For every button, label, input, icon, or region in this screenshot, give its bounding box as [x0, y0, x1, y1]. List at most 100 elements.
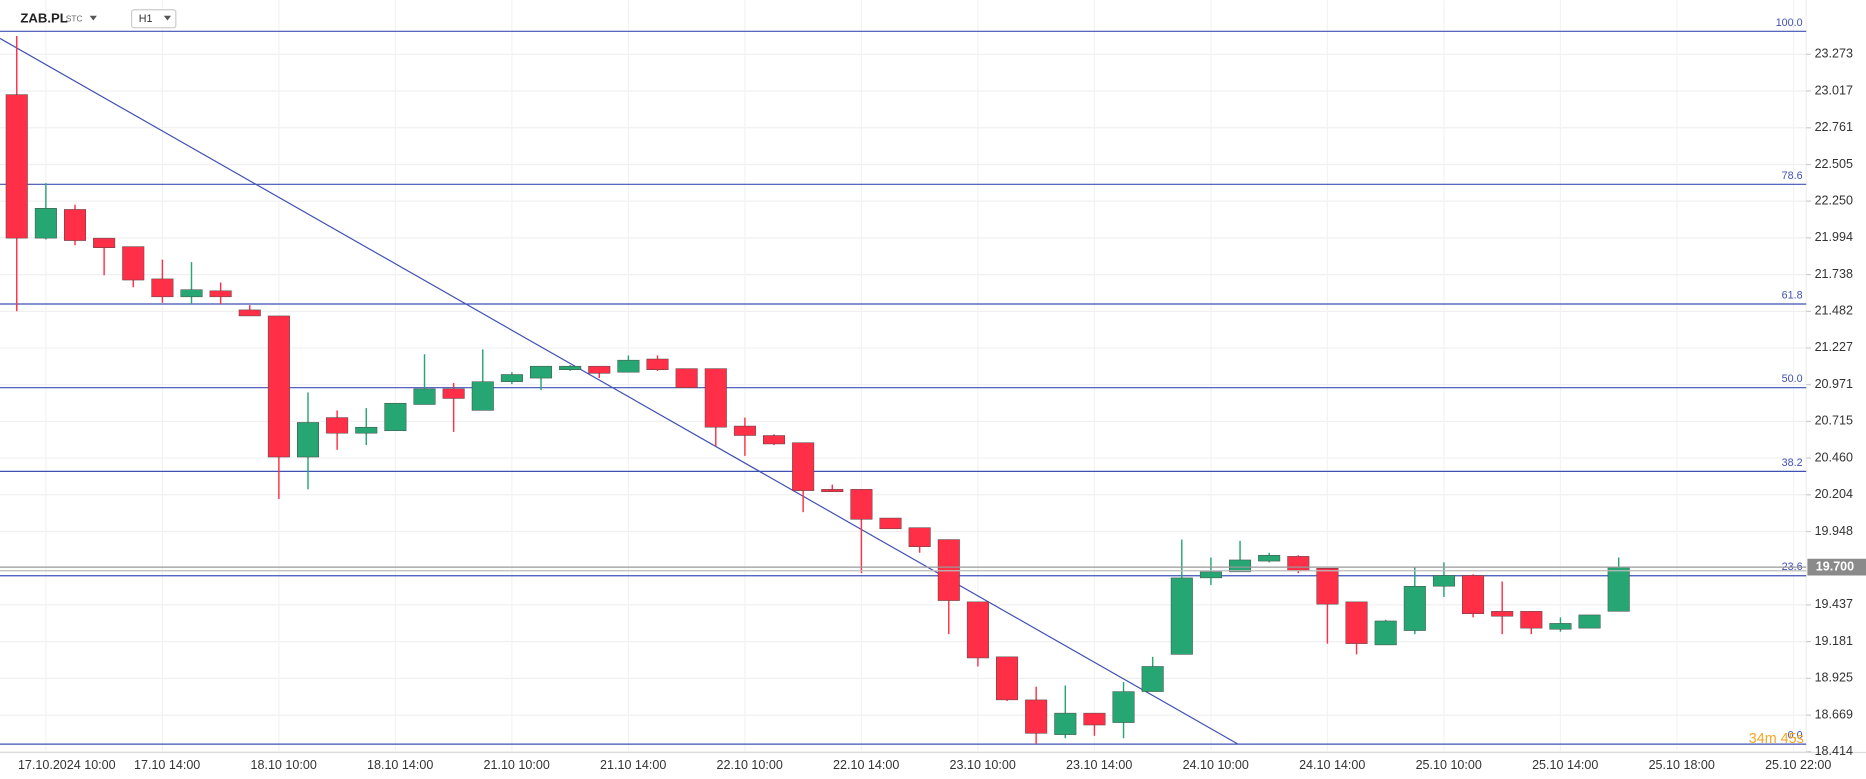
candle-body [646, 358, 669, 371]
candle-body [1083, 712, 1106, 726]
y-tick-label: 23.017 [1815, 83, 1853, 97]
y-tick-label: 18.414 [1815, 744, 1853, 758]
candle-body [996, 656, 1019, 701]
x-tick-label: 17.10 14:00 [134, 758, 200, 772]
timeframe[interactable]: H1 [139, 13, 153, 25]
candle-body [180, 289, 203, 298]
candle-body [733, 425, 756, 436]
timeframe-dropdown[interactable] [163, 15, 172, 21]
candle-body [1578, 614, 1601, 629]
fib-level-label: 0.0 [1788, 730, 1803, 742]
candle-body [850, 489, 873, 520]
candle-body [63, 209, 87, 241]
y-tick-label: 21.227 [1815, 340, 1853, 354]
candle-body [530, 365, 553, 379]
candle-body [1199, 571, 1222, 579]
y-tick-label: 22.250 [1815, 193, 1853, 207]
x-tick-label: 25.10 10:00 [1416, 758, 1482, 772]
candle-body [1403, 585, 1426, 631]
market: STC [66, 14, 83, 24]
candle-body [1025, 699, 1048, 734]
candle-body [1316, 568, 1339, 605]
x-tick-label: 25.10 18:00 [1649, 758, 1715, 772]
y-tick-label: 21.482 [1815, 304, 1853, 318]
candle-body [1287, 556, 1310, 571]
x-tick-label: 23.10 10:00 [950, 758, 1016, 772]
trendline[interactable] [0, 37, 1239, 745]
symbol-dropdown[interactable] [89, 15, 97, 21]
candle-body [763, 435, 786, 445]
candle-body [1345, 601, 1368, 644]
candle-body [821, 489, 844, 493]
candle-body [559, 365, 582, 371]
x-tick-label: 24.10 14:00 [1299, 758, 1365, 772]
fib-level-label: 50.0 [1782, 373, 1803, 385]
candle-body [1432, 575, 1455, 587]
x-tick-label: 17.10.2024 10:00 [18, 758, 116, 772]
x-tick-label: 21.10 10:00 [484, 758, 550, 772]
candle-body [908, 527, 931, 547]
y-tick-label: 21.738 [1815, 267, 1853, 281]
y-tick-label: 21.994 [1815, 230, 1853, 244]
y-tick-label: 22.505 [1815, 157, 1853, 171]
candle-body [1258, 554, 1281, 562]
current-price-label: 19.700 [1816, 559, 1854, 573]
axes: 23.273 23.017 22.761 22.505 22.250 21.994 21.7… [0, 47, 1866, 772]
candle-body [1141, 666, 1164, 692]
candle-body [1054, 712, 1077, 735]
y-tick-label: 23.273 [1815, 47, 1853, 61]
candle-body [93, 237, 116, 248]
candle-body [588, 365, 611, 374]
fib-level-label: 38.2 [1782, 457, 1803, 469]
x-tick-label: 18.10 10:00 [251, 758, 317, 772]
candle-body [413, 388, 436, 405]
candle-body [209, 290, 232, 298]
y-tick-label: 19.437 [1815, 597, 1853, 611]
timeframe-box[interactable] [130, 9, 177, 29]
candle-body [5, 94, 28, 239]
candle-body [34, 208, 57, 239]
y-tick-label: 18.669 [1815, 707, 1853, 721]
y-tick-label: 19.948 [1815, 524, 1853, 538]
x-tick-label: 23.10 14:00 [1066, 758, 1132, 772]
y-tick-label: 20.460 [1815, 450, 1853, 464]
y-tick-label: 19.181 [1815, 634, 1853, 648]
candle-body [267, 315, 290, 458]
candle-body [1112, 691, 1135, 723]
candle-body [966, 601, 989, 659]
candle-body [879, 517, 902, 530]
grid [0, 0, 1807, 753]
candle-body [122, 246, 145, 281]
candle-body [792, 442, 815, 491]
y-tick-label: 18.925 [1815, 671, 1853, 685]
candle-body [442, 388, 465, 399]
candle-body [1491, 611, 1514, 617]
fib-level-label: 61.8 [1782, 289, 1803, 301]
candle-body [937, 539, 960, 601]
candle-body [1607, 566, 1630, 612]
candle-body [1229, 559, 1252, 573]
symbol[interactable]: ZAB.PL [20, 11, 67, 26]
countdown: 34m 45s [1749, 731, 1804, 747]
x-tick-label: 22.10 10:00 [717, 758, 783, 772]
x-tick-label: 25.10 14:00 [1532, 758, 1598, 772]
candle-body [355, 426, 378, 434]
candle-body [1520, 611, 1543, 629]
x-tick-label: 24.10 10:00 [1183, 758, 1249, 772]
fib-level-label: 100.0 [1776, 17, 1803, 29]
y-tick-label: 20.971 [1815, 377, 1853, 391]
x-tick-label: 25.10 22:00 [1765, 758, 1831, 772]
candle-body [1549, 623, 1572, 630]
y-tick-label: 22.761 [1815, 120, 1853, 134]
y-tick-label: 20.715 [1815, 414, 1853, 428]
fibonacci: 100.078.661.850.038.223.60.0 [0, 17, 1807, 745]
candles [5, 36, 1630, 745]
x-tick-label: 18.10 14:00 [367, 758, 433, 772]
candle-body [617, 359, 640, 373]
candle-body [151, 278, 174, 298]
candle-body [471, 381, 494, 411]
candle-body [326, 417, 349, 434]
candle-body [297, 422, 320, 458]
